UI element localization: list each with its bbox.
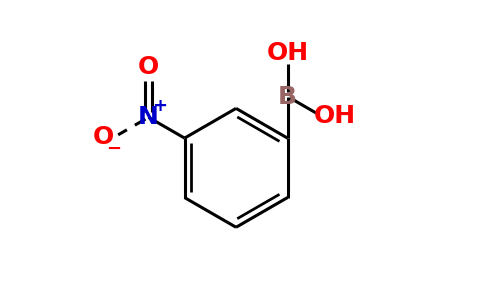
Text: −: − (106, 140, 121, 158)
Text: O: O (138, 56, 159, 80)
Text: N: N (138, 105, 159, 129)
Text: B: B (278, 85, 297, 109)
Text: +: + (152, 97, 167, 115)
Text: OH: OH (267, 41, 309, 65)
Text: O: O (93, 124, 114, 148)
Text: OH: OH (313, 104, 355, 128)
